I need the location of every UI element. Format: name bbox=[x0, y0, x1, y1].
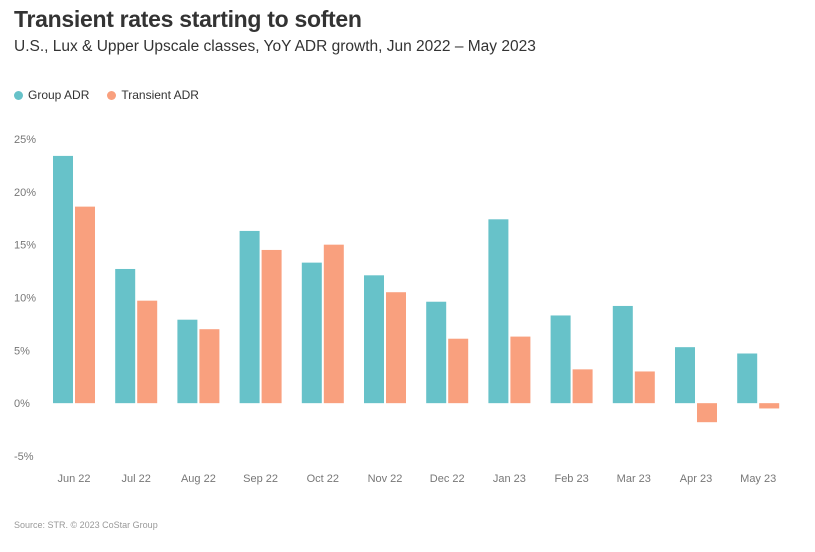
bar-transient-adr bbox=[510, 336, 531, 404]
source-note: Source: STR. © 2023 CoStar Group bbox=[14, 520, 158, 530]
y-tick-label: 25% bbox=[14, 134, 36, 146]
bar-transient-adr bbox=[261, 249, 282, 404]
bar-group-adr bbox=[426, 301, 447, 404]
x-tick-label: Apr 23 bbox=[680, 473, 712, 485]
bar-transient-adr bbox=[697, 403, 717, 423]
bar-transient-adr bbox=[448, 338, 469, 404]
bar-group-adr bbox=[612, 305, 633, 404]
x-tick-label: Dec 22 bbox=[430, 473, 465, 485]
y-tick-label: 5% bbox=[14, 345, 30, 357]
x-tick-label: Oct 22 bbox=[307, 473, 339, 485]
legend-item-transient: Transient ADR bbox=[107, 88, 199, 102]
bar-group-adr bbox=[53, 155, 73, 404]
y-tick-label: 0% bbox=[14, 398, 30, 410]
x-tick-label: Jun 22 bbox=[57, 473, 90, 485]
bar-group-adr bbox=[550, 315, 571, 404]
bar-group-adr bbox=[301, 262, 322, 404]
legend-swatch-group bbox=[14, 90, 23, 100]
chart-title: Transient rates starting to soften bbox=[14, 6, 362, 32]
legend-label-transient: Transient ADR bbox=[121, 88, 199, 102]
bar-group-adr bbox=[737, 353, 758, 404]
bar-transient-adr bbox=[199, 329, 220, 404]
bar-transient-adr bbox=[634, 371, 655, 404]
bar-group-adr bbox=[675, 347, 695, 404]
x-tick-label: Feb 23 bbox=[554, 473, 588, 485]
x-tick-label: Aug 22 bbox=[181, 473, 216, 485]
bar-transient-adr bbox=[323, 244, 344, 404]
x-tick-label: Mar 23 bbox=[617, 473, 651, 485]
bar-group-adr bbox=[239, 230, 260, 404]
legend: Group ADR Transient ADR bbox=[14, 88, 199, 102]
x-tick-label: May 23 bbox=[740, 473, 776, 485]
bar-group-adr bbox=[115, 268, 136, 404]
bar-transient-adr bbox=[386, 292, 406, 404]
bar-transient-adr bbox=[572, 369, 593, 404]
legend-item-group: Group ADR bbox=[14, 88, 89, 102]
bar-transient-adr bbox=[137, 300, 158, 404]
bar-group-adr bbox=[364, 275, 384, 404]
x-tick-label: Jul 22 bbox=[122, 473, 151, 485]
bar-group-adr bbox=[488, 219, 509, 404]
y-tick-label: 15% bbox=[14, 240, 36, 252]
bar-transient-adr bbox=[759, 403, 780, 409]
legend-swatch-transient bbox=[107, 90, 117, 100]
chart-subtitle: U.S., Lux & Upper Upscale classes, YoY A… bbox=[14, 38, 536, 55]
x-tick-label: Sep 22 bbox=[243, 473, 278, 485]
bar-transient-adr bbox=[75, 206, 95, 404]
y-tick-label: 10% bbox=[14, 293, 36, 305]
x-tick-label: Nov 22 bbox=[368, 473, 403, 485]
y-tick-label: -5% bbox=[14, 451, 34, 463]
legend-label-group: Group ADR bbox=[28, 88, 90, 102]
bar-group-adr bbox=[177, 319, 198, 404]
x-tick-label: Jan 23 bbox=[493, 473, 526, 485]
y-tick-label: 20% bbox=[14, 187, 36, 199]
